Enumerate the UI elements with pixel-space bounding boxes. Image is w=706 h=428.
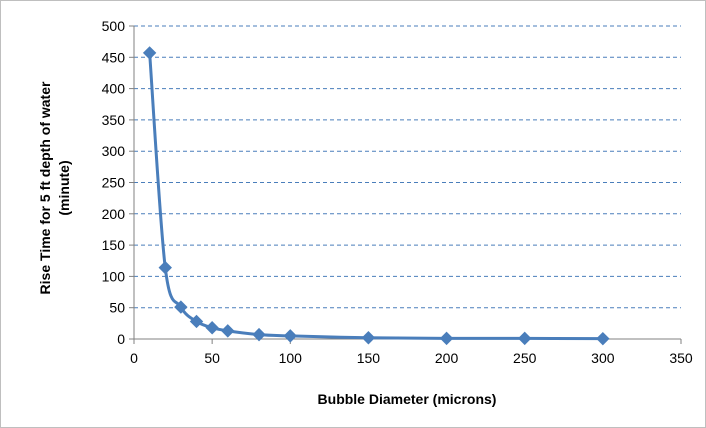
axes [129, 25, 682, 344]
y-tick-label: 500 [102, 18, 126, 34]
y-tick-label: 450 [102, 49, 126, 65]
y-tick-label: 300 [102, 143, 126, 159]
y-tick-label: 150 [102, 237, 126, 253]
data-point-marker [158, 260, 172, 275]
data-point-marker [189, 314, 204, 329]
y-tick-label: 350 [102, 112, 126, 128]
y-tick-label: 100 [102, 268, 126, 284]
y-tick-label: 200 [102, 206, 126, 222]
data-point-marker [439, 331, 454, 346]
data-point-marker [252, 327, 266, 342]
data-point-marker [205, 321, 219, 335]
data-point-marker [142, 46, 157, 60]
x-tick-label: 350 [669, 350, 693, 366]
x-tick-label: 250 [513, 350, 537, 366]
data-point-marker [283, 329, 297, 343]
gridlines [134, 25, 681, 309]
y-axis-title-line2: (minute) [56, 160, 72, 215]
y-tick-label: 0 [117, 331, 125, 347]
series-rise-time [142, 46, 610, 346]
y-tick-label: 50 [109, 300, 125, 316]
x-tick-label: 300 [591, 350, 615, 366]
data-point-marker [518, 331, 532, 346]
x-tick-label: 200 [435, 350, 459, 366]
data-point-marker [361, 331, 376, 345]
data-point-marker [174, 300, 188, 314]
y-tick-labels: 0 50 100 150 200 250 300 350 400 450 500 [102, 18, 126, 347]
data-point-marker [596, 331, 610, 346]
data-point-marker [221, 324, 235, 338]
x-tick-labels: 0 50 100 150 200 250 300 350 [130, 350, 693, 366]
x-axis-title: Bubble Diameter (microns) [318, 391, 497, 407]
y-axis-title-line1: Rise Time for 5 ft depth of water [37, 81, 53, 294]
x-tick-label: 100 [279, 350, 303, 366]
x-tick-label: 50 [204, 350, 220, 366]
y-tick-label: 400 [102, 81, 126, 97]
y-tick-label: 250 [102, 175, 126, 191]
y-axis-title: Rise Time for 5 ft depth of water (minut… [37, 81, 72, 294]
x-tick-label: 150 [357, 350, 381, 366]
series-line [148, 51, 605, 341]
x-tick-label: 0 [130, 350, 138, 366]
